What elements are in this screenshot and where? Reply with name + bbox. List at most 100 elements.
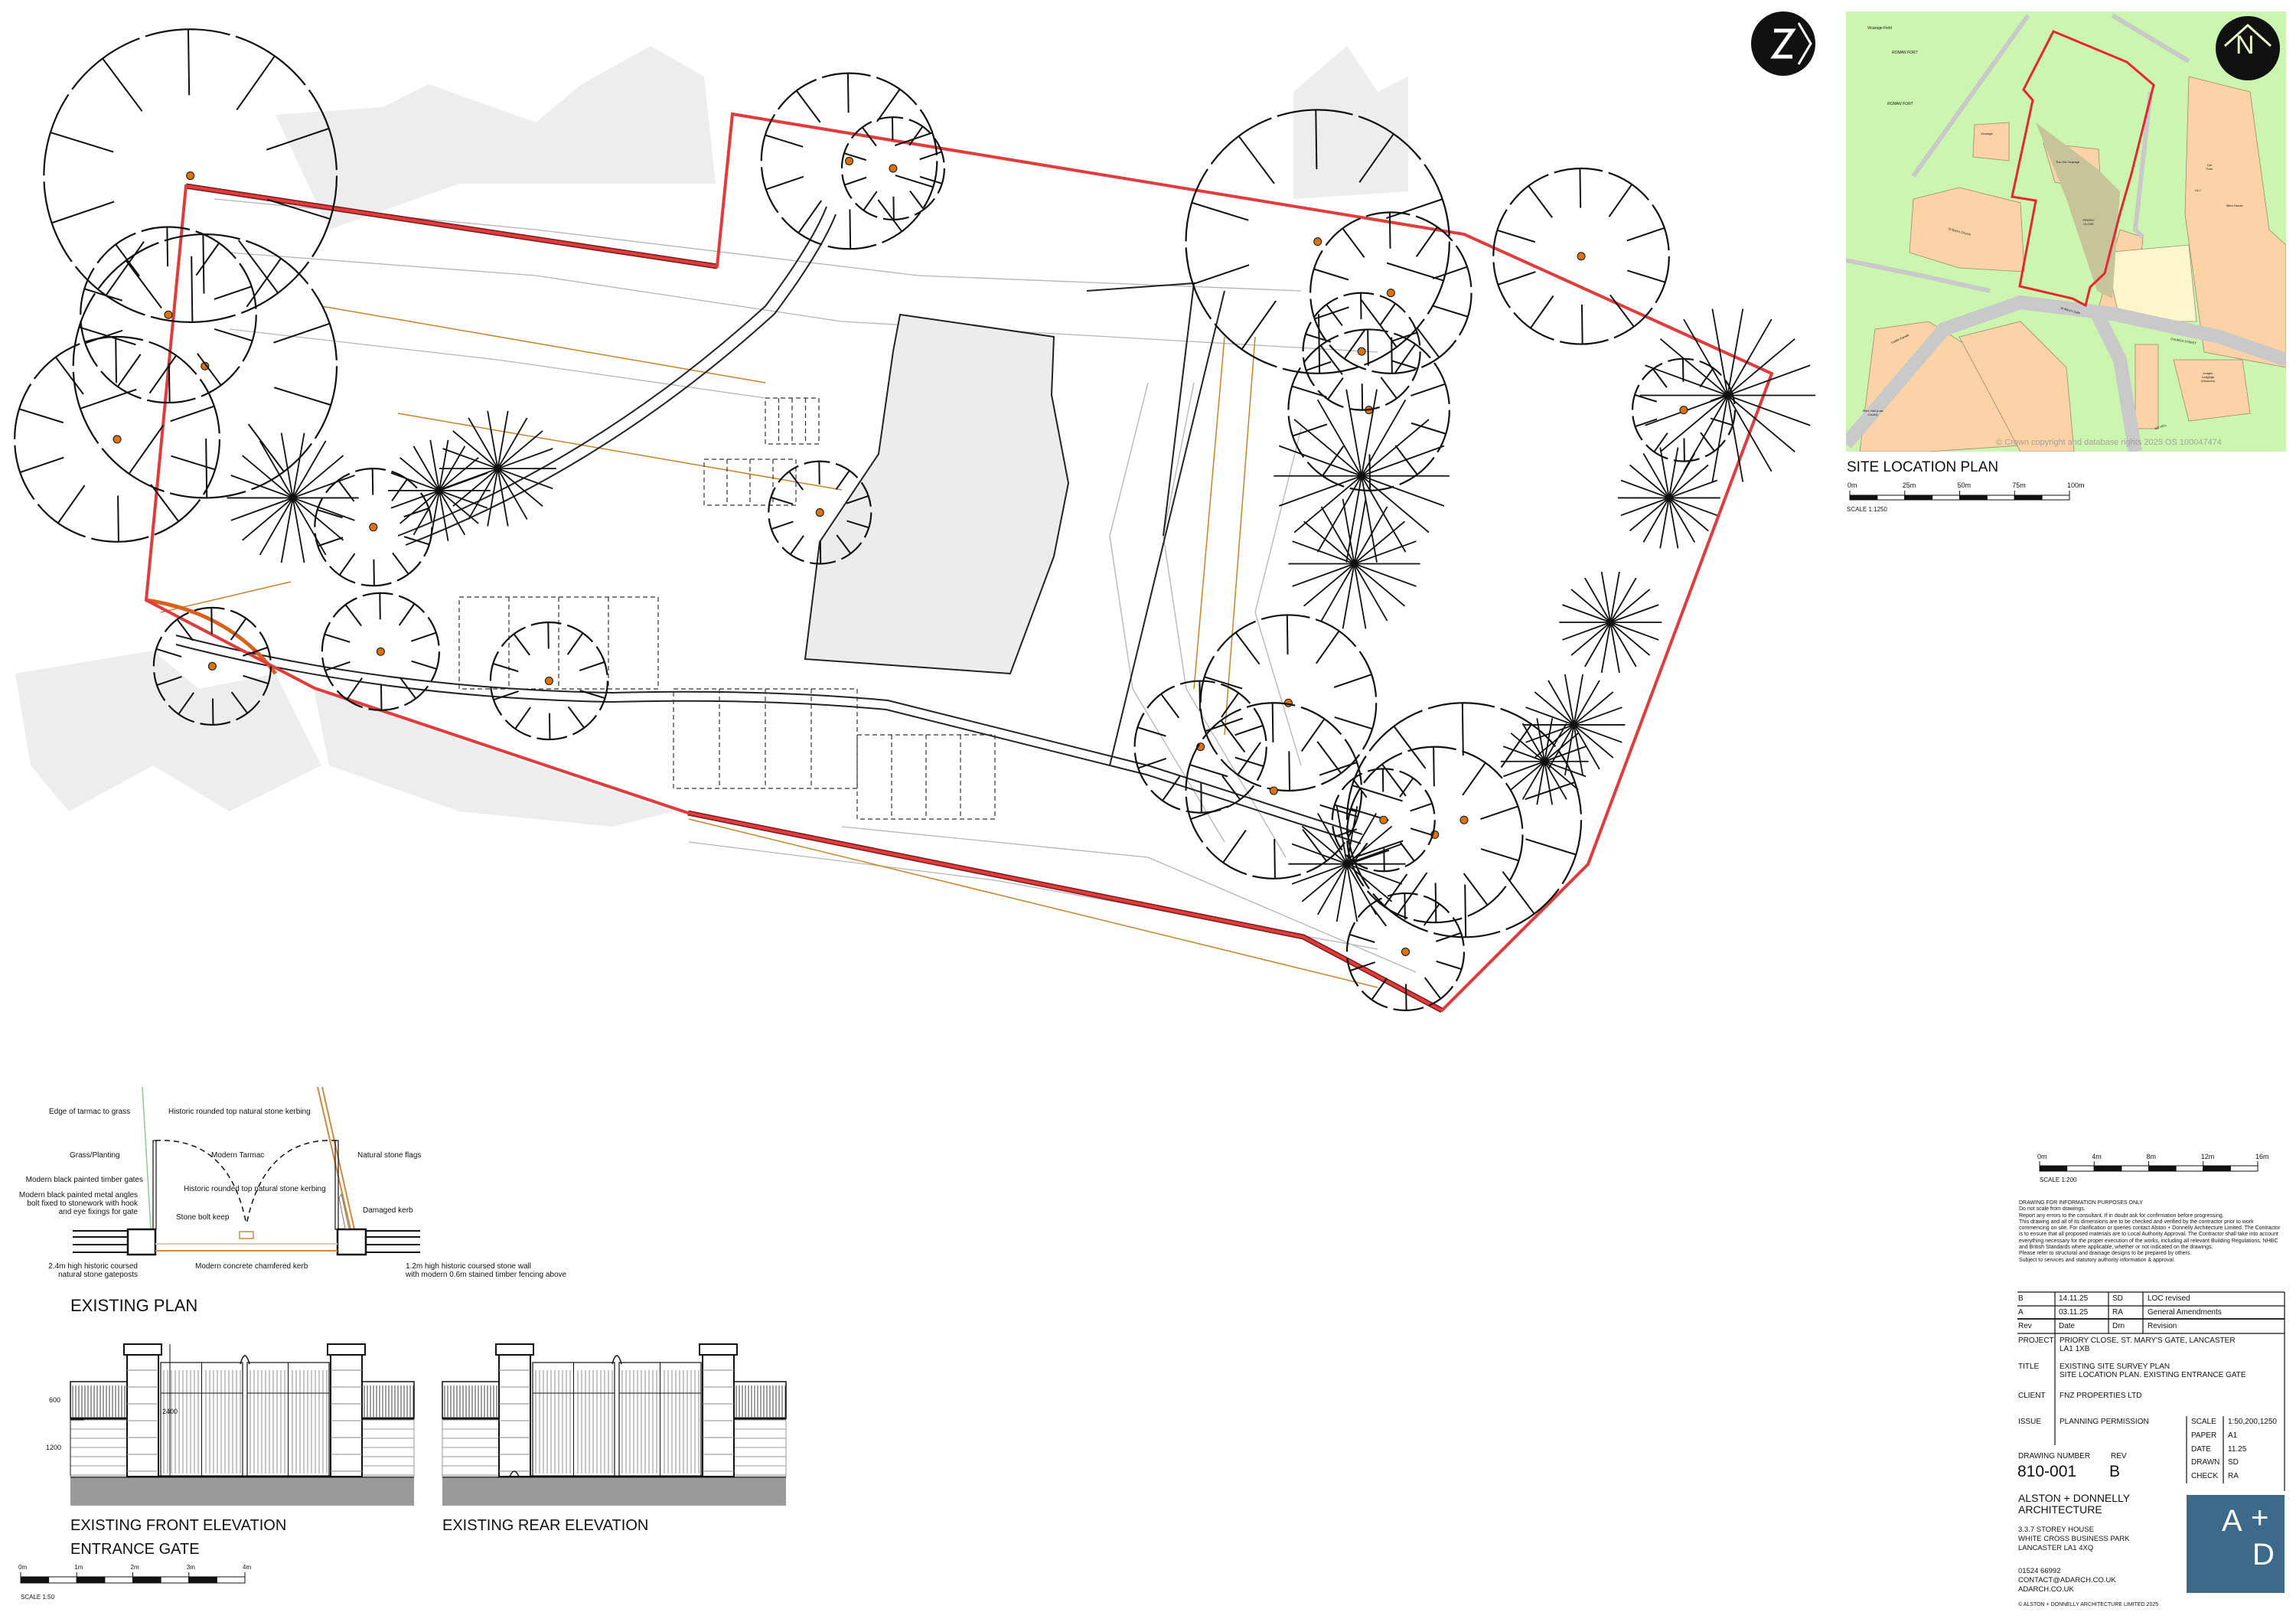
- project-value: PRIORY CLOSE, ST. MARY'S GATE, LANCASTER…: [2060, 1336, 2236, 1353]
- map-label-old-vicarage: The Old Vicarage: [2056, 160, 2080, 164]
- parking-bays: [458, 397, 996, 820]
- tree-trunk-marker: [889, 164, 898, 173]
- existing-building: [804, 313, 1070, 675]
- company-contact: 01524 66992 CONTACT@ADARCH.CO.UK ADARCH.…: [2018, 1567, 2116, 1594]
- plan-north-arrow: [1751, 11, 1815, 76]
- conifer-tree: [387, 439, 491, 541]
- rev-date: 14.11.25: [2059, 1294, 2089, 1303]
- client-label: CLIENT: [2018, 1392, 2046, 1400]
- issue-label: ISSUE: [2018, 1418, 2042, 1426]
- tree-trunk-marker: [1269, 786, 1278, 795]
- neighbour-shading: [15, 46, 1408, 827]
- issue-value: PLANNING PERMISSION: [2060, 1418, 2149, 1426]
- level-line: [688, 818, 1378, 988]
- tree-canopy: [321, 592, 441, 711]
- tree-canopy: [1287, 328, 1450, 491]
- scale-tick-label: 3m: [186, 1564, 195, 1571]
- website-link[interactable]: ADARCH.CO.UK: [2018, 1585, 2074, 1594]
- scale-segment: [104, 1576, 133, 1584]
- tree-canopy: [72, 233, 338, 499]
- entrance-gate-title: ENTRANCE GATE: [70, 1541, 200, 1558]
- path-edge: [175, 644, 1362, 844]
- contour-line: [229, 252, 1378, 353]
- conifer-tree: [1288, 498, 1420, 629]
- meta-label: DRAWN: [2191, 1458, 2220, 1467]
- phone: 01524 66992: [2018, 1567, 2061, 1575]
- rev-header: Rev: [2018, 1322, 2032, 1330]
- logo-plus: +: [2251, 1501, 2269, 1535]
- tree-trunk-marker: [1679, 406, 1688, 415]
- tree-canopy: [43, 28, 338, 323]
- site-boundary: [144, 112, 1774, 1013]
- scale-segment: [48, 1576, 77, 1584]
- site-location-scale-label: SCALE 1:1250: [1847, 506, 1887, 513]
- scale-tick-label: 8m: [2146, 1153, 2157, 1160]
- path-edge: [1086, 282, 1195, 537]
- gatepost-left: [126, 1228, 157, 1256]
- level-line: [1224, 336, 1256, 736]
- tree-trunk-marker: [1313, 237, 1322, 246]
- tree-canopy: [768, 460, 872, 565]
- tree-canopy: [1492, 167, 1670, 345]
- label-metal-angles: Modern black painted metal angles bolt f…: [19, 1191, 138, 1216]
- scale-tick-label: 12m: [2200, 1153, 2215, 1160]
- scale-segment: [2039, 1165, 2068, 1172]
- map-label-vicarage: Vicarage: [1981, 132, 1993, 135]
- rev-description: General Amendments: [2148, 1308, 2222, 1317]
- tree-trunk-marker: [186, 171, 195, 181]
- tree-canopy: [314, 468, 433, 587]
- email-link[interactable]: CONTACT@ADARCH.CO.UK: [2018, 1576, 2116, 1584]
- drawing-notes: DRAWING FOR INFORMATION PURPOSES ONLY Do…: [2019, 1200, 2283, 1264]
- scale-segment: [1959, 494, 1988, 501]
- tree-canopy: [14, 335, 221, 543]
- tree-trunk-marker: [164, 310, 173, 319]
- rev-description: LOC revised: [2148, 1294, 2190, 1303]
- scale-segment: [2041, 494, 2070, 501]
- map-label-priory-close: PRIORY CLOSE: [2082, 218, 2095, 226]
- label-line: natural stone gateposts: [58, 1271, 138, 1279]
- meta-value: 1:50,200,1250: [2228, 1418, 2277, 1426]
- existing-gate-plan: [73, 1086, 420, 1256]
- meta-label: CHECK: [2191, 1472, 2219, 1480]
- tree-canopy: [1345, 892, 1466, 1012]
- tree-canopy: [760, 72, 938, 250]
- tree-canopy: [489, 621, 608, 741]
- tree-trunk-marker: [544, 677, 553, 686]
- company-address: 3.3.7 STOREY HOUSE WHITE CROSS BUSINESS …: [2018, 1526, 2130, 1553]
- tree-trunk-marker: [1577, 252, 1586, 261]
- scale-bar-1-1250: [1849, 491, 2070, 501]
- project-label: PROJECT: [2018, 1336, 2054, 1345]
- path-edge: [175, 635, 1363, 835]
- map-label-roman-fort: ROMAN FORT: [1892, 51, 1918, 55]
- scale-segment: [20, 1576, 50, 1584]
- scale-segment: [188, 1576, 217, 1584]
- site-location-plan-title: SITE LOCATION PLAN: [1847, 459, 1999, 475]
- company-line: ALSTON + DONNELLY: [2018, 1492, 2131, 1504]
- scale-segment: [2175, 1165, 2204, 1172]
- note-line: This drawing and all of its dimensions a…: [2019, 1219, 2281, 1251]
- scale-segment: [2014, 494, 2043, 501]
- label-line: Modern black painted metal angles: [18, 1191, 138, 1199]
- label-stone-flags: Natural stone flags: [357, 1151, 422, 1160]
- meta-value: A1: [2228, 1431, 2238, 1440]
- rev-drn: RA: [2112, 1308, 2123, 1317]
- tree-trunk-marker: [815, 508, 824, 517]
- conifer-tree: [1274, 389, 1450, 563]
- conifer-tree: [1500, 718, 1589, 805]
- company-line: ARCHITECTURE: [2018, 1503, 2102, 1516]
- meta-label: DATE: [2191, 1445, 2211, 1454]
- map-label-car-park: Car Park: [2206, 163, 2213, 171]
- label-edge-tarmac: Edge of tarmac to grass: [49, 1108, 131, 1116]
- tree-trunk-marker: [207, 661, 217, 671]
- map-copyright: © Crown copyright and database rights 20…: [1996, 438, 2222, 447]
- label-line: 2.4m high historic coursed: [48, 1262, 138, 1271]
- rev-cell: B: [2018, 1294, 2024, 1303]
- client-value: FNZ PROPERTIES LTD: [2060, 1392, 2142, 1400]
- scale-tick-label: 25m: [1902, 481, 1916, 489]
- scale-1-200-label: SCALE 1:200: [2040, 1177, 2077, 1183]
- label-line: and eye fixings for gate: [58, 1208, 138, 1216]
- scale-bar-1-200: [2039, 1161, 2258, 1172]
- tree-canopy: [1345, 702, 1583, 938]
- map-label-vicarage-field: Vicarage Field: [1867, 26, 1892, 31]
